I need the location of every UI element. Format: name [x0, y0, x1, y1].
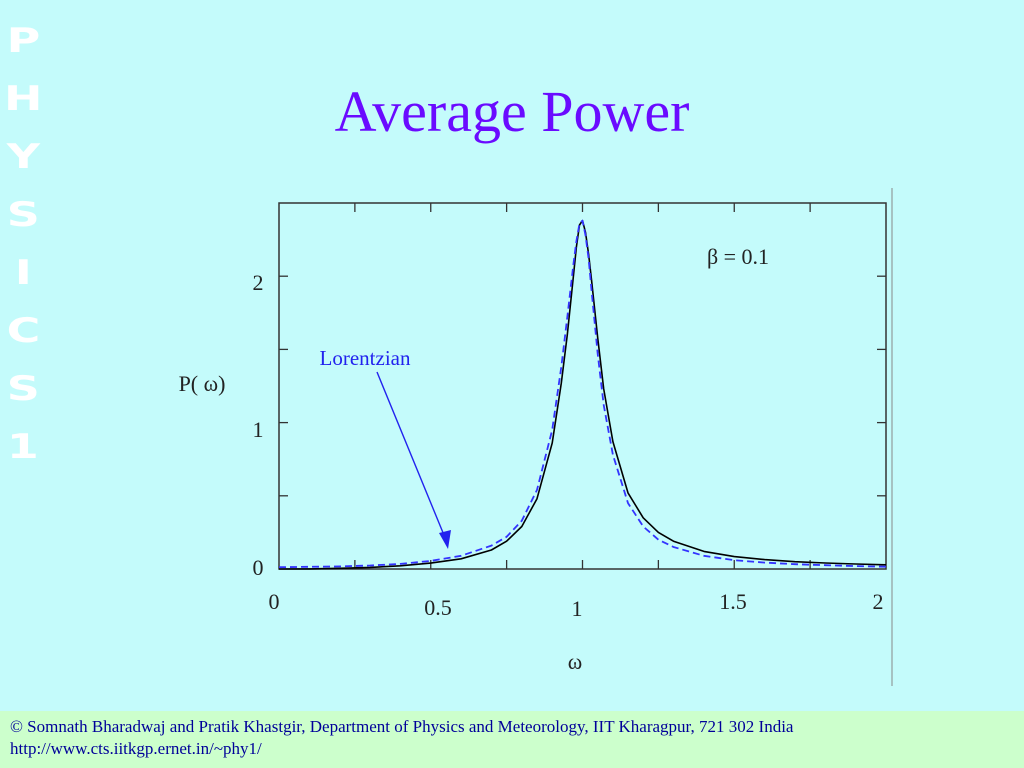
- lorentzian-label: Lorentzian: [320, 346, 411, 370]
- x-tick-label: 0: [269, 589, 280, 614]
- series-group: [278, 219, 887, 570]
- lorentzian-arrow-head: [439, 530, 451, 549]
- x-tick-label: 2: [873, 589, 884, 614]
- y-tick-label: 0: [253, 555, 264, 580]
- power-series-line: [278, 219, 887, 570]
- lorentzian-arrow-line: [376, 371, 447, 541]
- plot-frame: [278, 202, 887, 570]
- side-letter: I: [14, 253, 32, 293]
- footer-copyright: © Somnath Bharadwaj and Pratik Khastgir,…: [10, 717, 794, 736]
- x-tick-label: 0.5: [424, 595, 452, 620]
- beta-annotation: β = 0.1: [707, 244, 769, 269]
- y-axis-label: P( ω): [179, 371, 226, 396]
- axis-ticks: [279, 203, 886, 569]
- side-letter: 1: [7, 427, 39, 467]
- footer: © Somnath Bharadwaj and Pratik Khastgir,…: [0, 711, 1024, 768]
- side-letter: Y: [6, 137, 40, 177]
- x-tick-label: 1.5: [719, 589, 747, 614]
- y-tick-label: 1: [253, 417, 264, 442]
- x-axis-label: ω: [568, 649, 582, 674]
- side-letter: H: [3, 79, 43, 119]
- y-tick-label: 2: [253, 270, 264, 295]
- x-tick-label: 1: [572, 596, 583, 621]
- side-letter: S: [6, 195, 40, 235]
- side-letter: S: [6, 369, 40, 409]
- slide-title: Average Power: [334, 79, 690, 144]
- side-letter: P: [6, 21, 40, 61]
- side-banner: P H Y S I C S 1: [0, 22, 46, 486]
- footer-url[interactable]: http://www.cts.iitkgp.ernet.in/~phy1/: [10, 739, 262, 758]
- side-letter: C: [6, 311, 40, 351]
- lorentzian-series-line: [278, 219, 887, 569]
